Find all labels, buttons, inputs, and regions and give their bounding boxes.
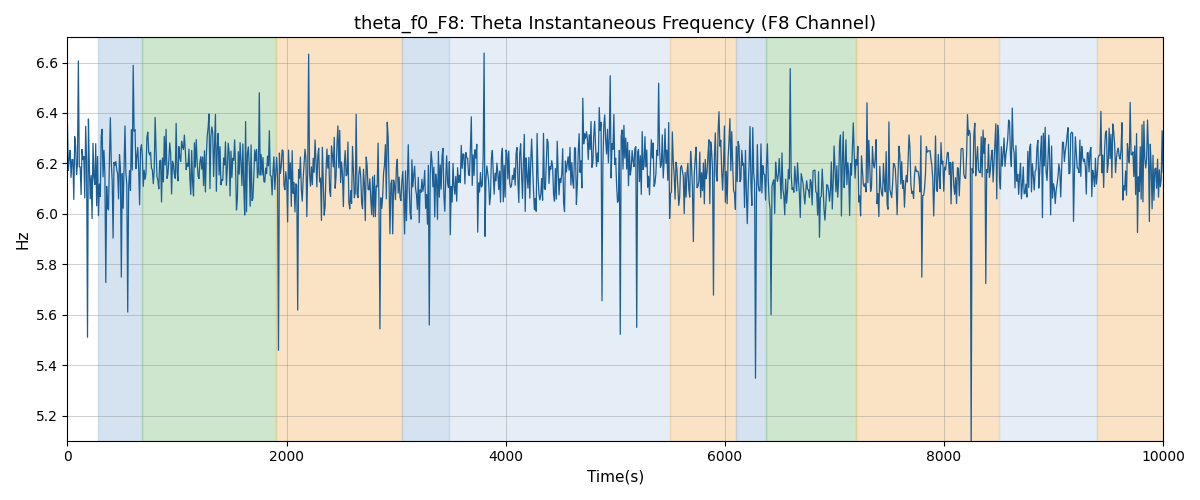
Bar — [449, 38, 670, 440]
Bar — [857, 38, 998, 440]
Bar — [670, 38, 736, 440]
Bar — [736, 38, 767, 440]
Title: theta_f0_F8: Theta Instantaneous Frequency (F8 Channel): theta_f0_F8: Theta Instantaneous Frequen… — [354, 15, 876, 34]
Bar — [142, 38, 276, 440]
Bar — [767, 38, 857, 440]
Bar — [402, 38, 449, 440]
X-axis label: Time(s): Time(s) — [587, 470, 644, 485]
Y-axis label: Hz: Hz — [16, 230, 30, 249]
Bar — [276, 38, 402, 440]
Bar — [1097, 38, 1174, 440]
Bar — [98, 38, 142, 440]
Bar — [998, 38, 1097, 440]
